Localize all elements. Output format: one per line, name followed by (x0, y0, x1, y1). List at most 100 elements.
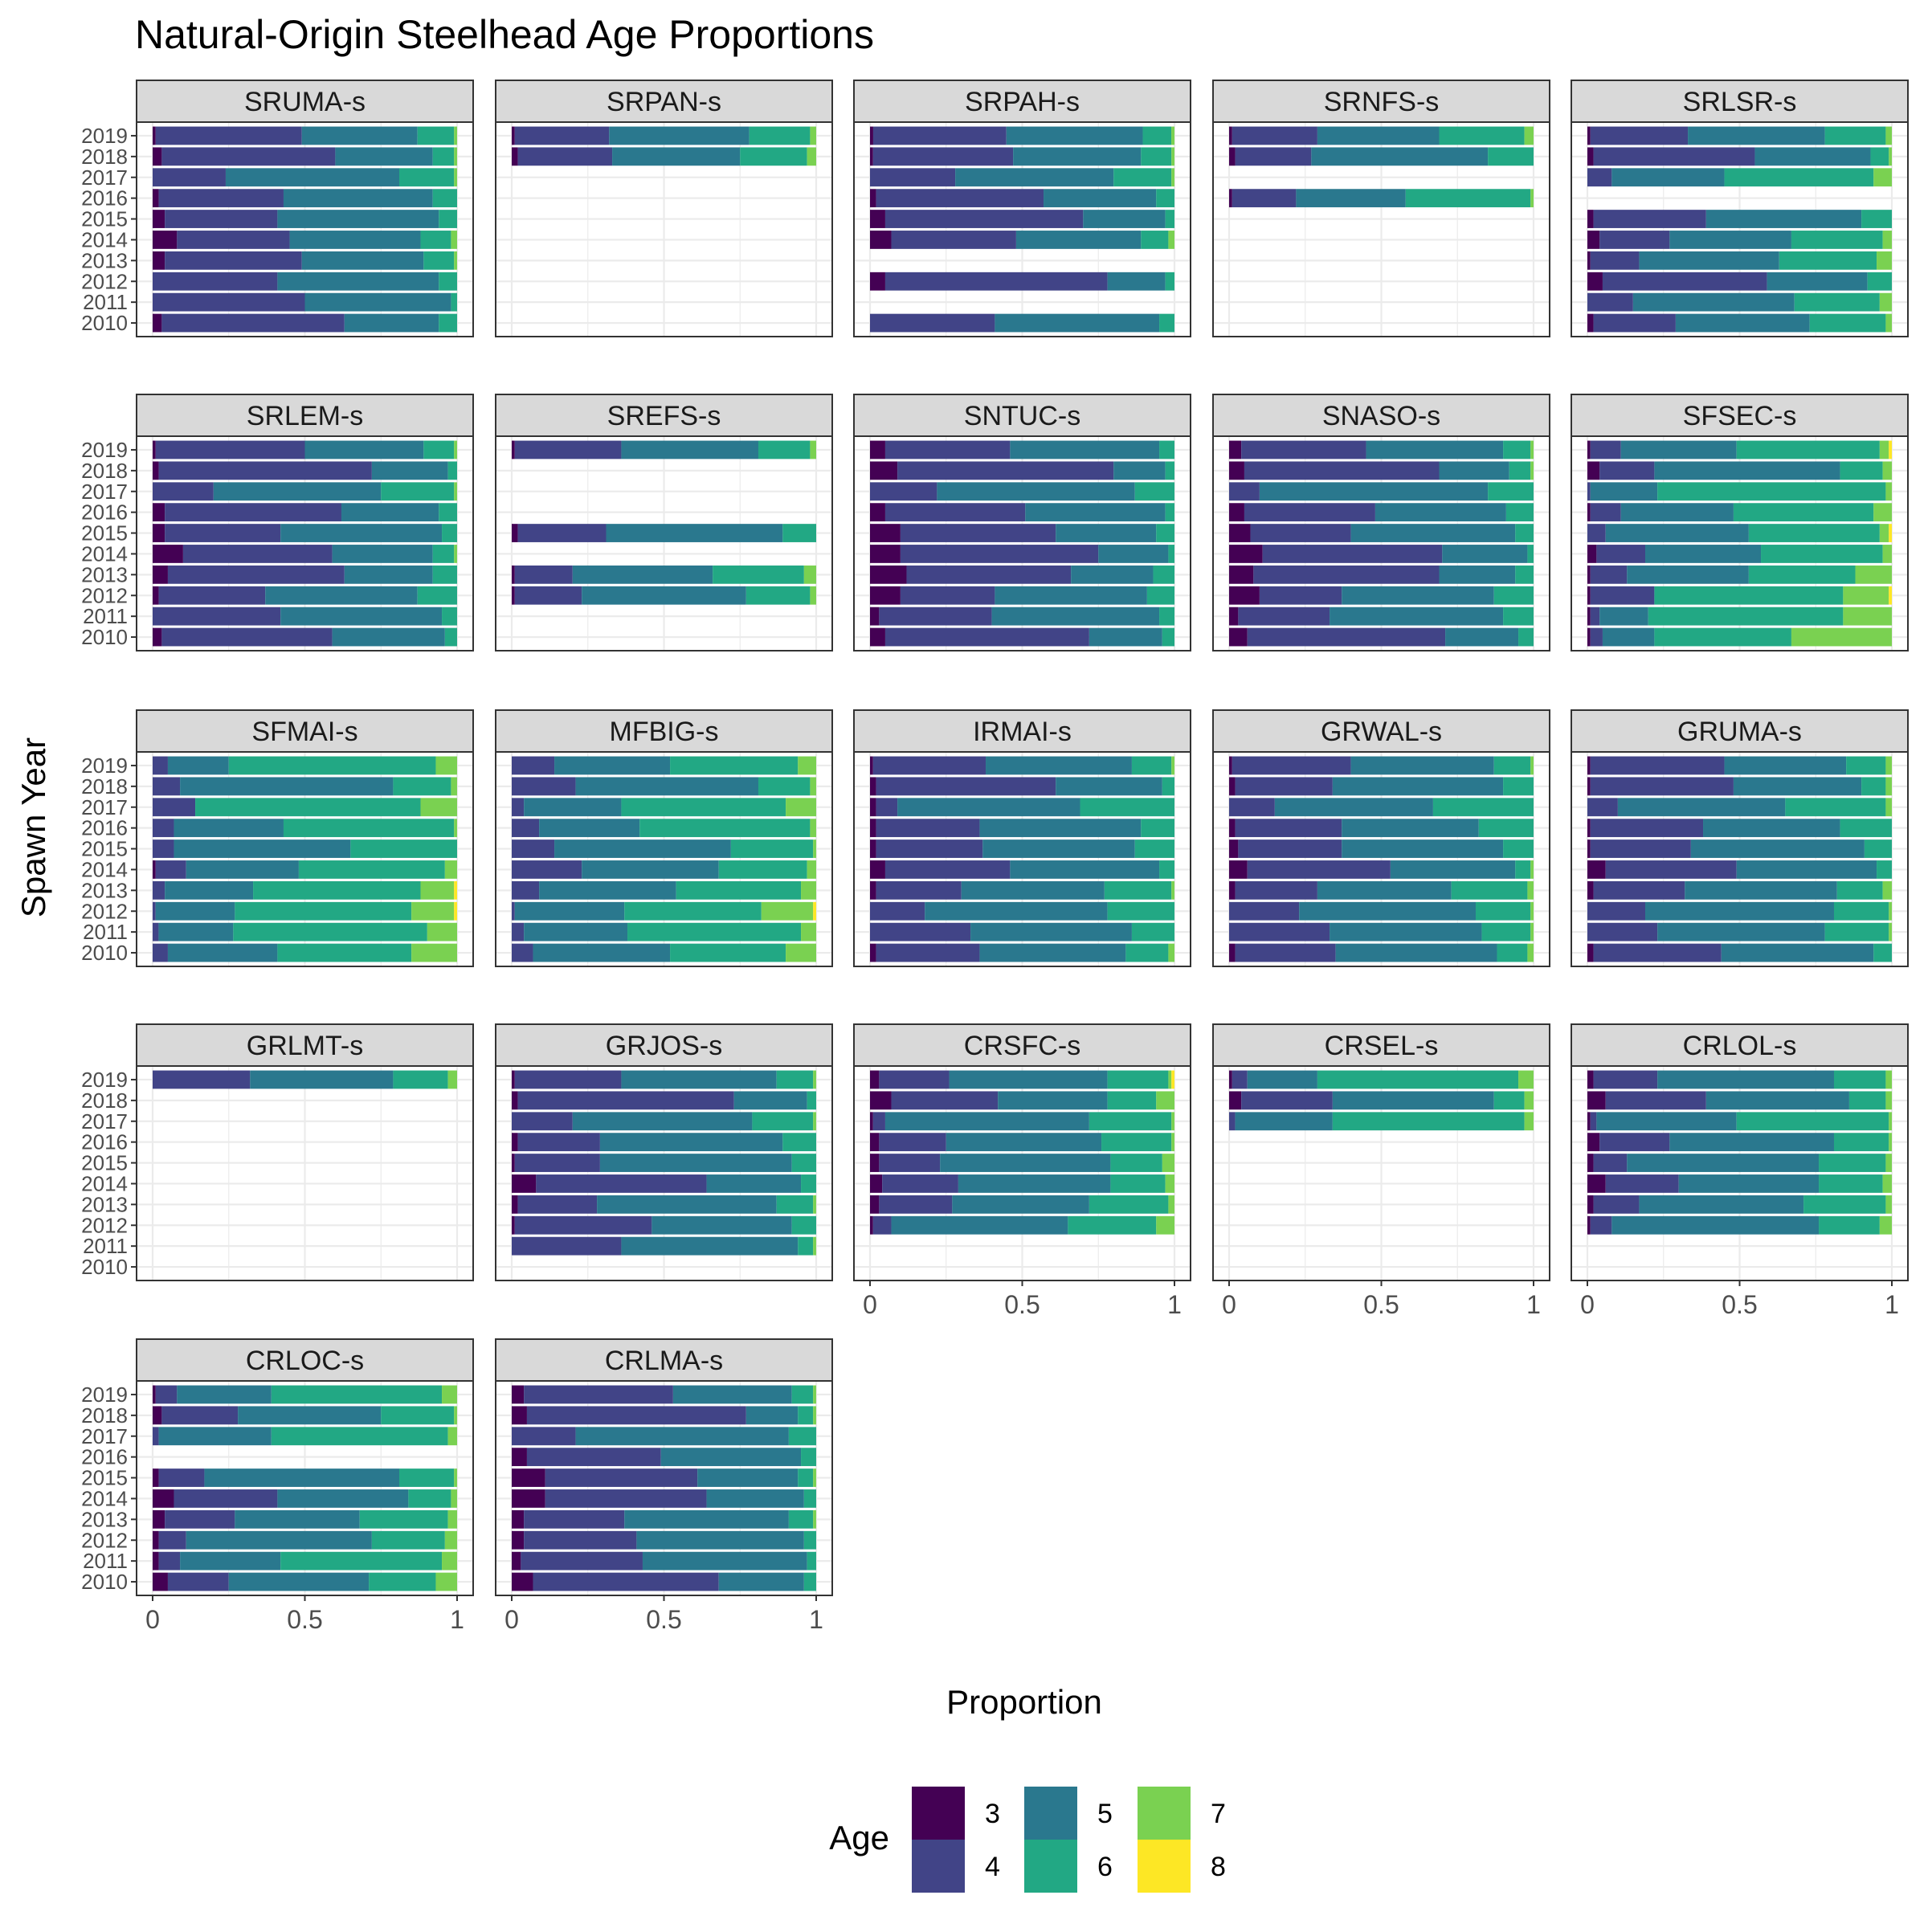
bar-segment (155, 440, 305, 460)
bar-segment (676, 880, 802, 900)
bar-segment (1098, 545, 1169, 563)
bar-segment (1107, 901, 1174, 921)
bar-segment (533, 943, 671, 962)
bar-segment (1229, 586, 1260, 605)
bar-segment (1736, 440, 1880, 460)
bar-segment (344, 313, 439, 333)
bar-segment (1654, 461, 1840, 480)
bar-segment (512, 1427, 576, 1446)
bar-segment (1882, 461, 1892, 480)
bar-segment (1509, 461, 1531, 480)
bar-segment (512, 756, 555, 775)
bar-segment (1503, 440, 1531, 460)
bar-segment (1587, 231, 1600, 249)
facet-label: CRLMA-s (605, 1346, 723, 1376)
x-tick-label: 1 (1526, 1290, 1541, 1319)
facets-layer: SRUMA-s201920182017201620152014201320122… (81, 80, 1909, 1634)
facet-strip (1212, 709, 1550, 753)
bar-segment (995, 586, 1147, 605)
facet-strip (1571, 394, 1909, 437)
bar-segment (304, 440, 424, 460)
legend-label: 8 (1211, 1852, 1226, 1882)
bar-segment (572, 1112, 753, 1131)
bar-segment (1104, 880, 1172, 900)
bar-segment (870, 524, 901, 542)
y-tick-label: 2011 (83, 1549, 128, 1573)
y-tick-label: 2018 (81, 459, 128, 483)
bar-segment (1232, 126, 1317, 145)
bar-segment (1733, 503, 1874, 522)
bar-segment (1159, 607, 1174, 626)
bar-segment (512, 1091, 518, 1110)
bar-segment (1134, 839, 1174, 858)
bar-segment (1882, 231, 1892, 249)
bar-segment (177, 1385, 272, 1404)
bar-segment (1168, 545, 1174, 563)
bar-segment (1736, 860, 1877, 879)
bar-segment (952, 1195, 1089, 1214)
bar-segment (884, 272, 1108, 291)
bar-segment (554, 839, 731, 858)
bar-segment (897, 461, 1114, 480)
bar-segment (301, 126, 418, 145)
panel-border (1212, 751, 1550, 967)
bar-segment (1229, 901, 1300, 921)
bar-segment (1669, 1133, 1834, 1152)
bar-segment (1877, 251, 1892, 270)
bar-segment (213, 482, 382, 501)
legend-key (912, 1840, 965, 1893)
bar-segment (870, 272, 885, 291)
bar-segment (870, 231, 892, 249)
bar-segment (627, 922, 802, 941)
bar-segment (1596, 545, 1646, 563)
bar-segment (1885, 1154, 1892, 1172)
bar-segment (575, 1427, 789, 1446)
bar-segment (1439, 126, 1525, 145)
y-tick-label: 2019 (81, 754, 128, 778)
bar-segment (411, 901, 455, 921)
bar-segment (454, 147, 457, 166)
bar-segment (1488, 147, 1534, 166)
facet-label: SRLSR-s (1683, 87, 1797, 117)
bar-segment (350, 839, 457, 858)
facet-strip (495, 1023, 833, 1067)
bar-segment (1599, 607, 1648, 626)
bar-segment (158, 1551, 181, 1571)
bar-segment (341, 503, 439, 522)
bar-segment (153, 922, 159, 941)
bar-segment (1141, 147, 1172, 166)
bar-segment (1587, 1133, 1600, 1152)
bar-segment (545, 1489, 707, 1508)
bar-segment (1299, 901, 1476, 921)
facet-strip (853, 80, 1191, 123)
bar-segment (1809, 313, 1886, 333)
bar-segment (1836, 880, 1883, 900)
bar-segment (1877, 860, 1892, 879)
facet-strip (495, 1338, 833, 1382)
bar-segment (1229, 440, 1242, 460)
bar-segment (1229, 503, 1244, 522)
bar-segment (1605, 1174, 1679, 1193)
bar-segment (512, 1385, 525, 1404)
bar-segment (432, 545, 455, 563)
y-tick-label: 2016 (81, 816, 128, 840)
y-tick-label: 2013 (81, 1507, 128, 1531)
bar-segment (1235, 1112, 1333, 1131)
bar-segment (624, 1509, 789, 1529)
bar-segment (512, 524, 518, 542)
bar-segment (636, 1530, 804, 1550)
bar-segment (1645, 545, 1762, 563)
panel-border (853, 121, 1191, 337)
x-tick-label: 0.5 (646, 1605, 681, 1634)
bar-segment (1885, 1091, 1892, 1110)
bar-segment (439, 272, 457, 291)
bar-segment (876, 839, 983, 858)
bar-segment (1593, 943, 1722, 962)
bar-segment (277, 272, 439, 291)
bar-segment (1767, 272, 1868, 291)
bar-segment (1080, 798, 1174, 817)
bar-segment (813, 1195, 816, 1214)
legend-key (1138, 1840, 1191, 1893)
bar-segment (235, 901, 412, 921)
bar-segment (1165, 1174, 1174, 1193)
